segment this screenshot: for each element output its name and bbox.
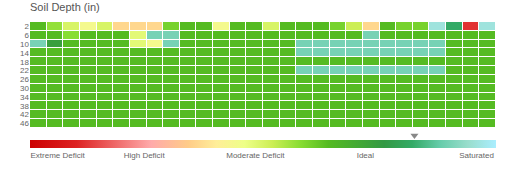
svg-text:6: 6 bbox=[25, 31, 30, 40]
svg-text:30: 30 bbox=[20, 84, 29, 93]
svg-text:High Deficit: High Deficit bbox=[124, 151, 166, 160]
svg-text:42: 42 bbox=[20, 110, 29, 119]
svg-text:18: 18 bbox=[20, 57, 29, 66]
svg-text:26: 26 bbox=[20, 75, 29, 84]
svg-text:Soil Depth (in): Soil Depth (in) bbox=[30, 1, 100, 13]
svg-text:Moderate Deficit: Moderate Deficit bbox=[226, 151, 285, 160]
svg-text:34: 34 bbox=[20, 93, 29, 102]
svg-text:22: 22 bbox=[20, 66, 29, 75]
svg-text:Extreme Deficit: Extreme Deficit bbox=[31, 151, 86, 160]
svg-text:14: 14 bbox=[20, 49, 29, 58]
svg-text:46: 46 bbox=[20, 119, 29, 128]
svg-text:10: 10 bbox=[20, 40, 29, 49]
svg-text:Ideal: Ideal bbox=[357, 151, 375, 160]
svg-text:38: 38 bbox=[20, 102, 29, 111]
svg-text:Saturated: Saturated bbox=[459, 151, 494, 160]
svg-text:2: 2 bbox=[25, 22, 30, 31]
